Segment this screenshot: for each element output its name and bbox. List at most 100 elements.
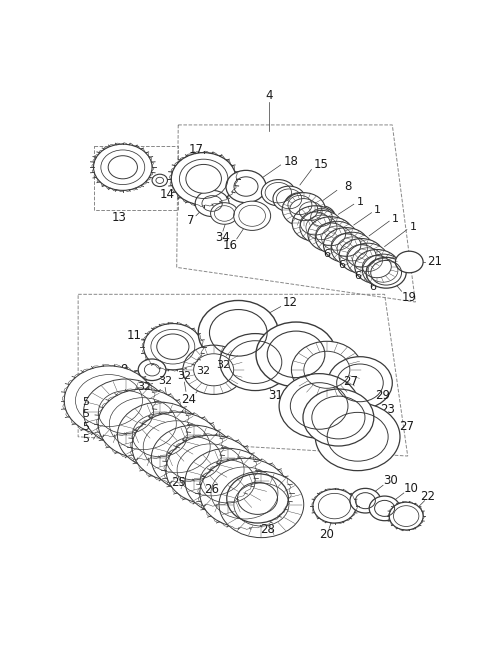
- Ellipse shape: [331, 232, 373, 266]
- Text: 1: 1: [374, 205, 381, 215]
- Text: 32: 32: [216, 360, 230, 370]
- Ellipse shape: [315, 221, 358, 255]
- Text: 10: 10: [403, 482, 418, 495]
- Text: 5: 5: [83, 422, 89, 432]
- Ellipse shape: [303, 389, 374, 446]
- Ellipse shape: [183, 345, 244, 394]
- Text: 21: 21: [427, 255, 442, 268]
- Ellipse shape: [157, 334, 189, 359]
- Text: 8: 8: [344, 180, 351, 193]
- Text: 4: 4: [265, 89, 273, 102]
- Ellipse shape: [324, 228, 369, 262]
- Text: 6: 6: [354, 271, 361, 281]
- Ellipse shape: [195, 190, 229, 216]
- Ellipse shape: [185, 448, 270, 514]
- Text: 25: 25: [171, 476, 186, 489]
- Ellipse shape: [273, 186, 305, 211]
- Text: 32: 32: [137, 382, 151, 392]
- Text: 23: 23: [380, 403, 395, 417]
- Text: 1: 1: [409, 222, 417, 232]
- Ellipse shape: [347, 243, 388, 276]
- Ellipse shape: [396, 251, 423, 273]
- Text: 2: 2: [308, 383, 315, 396]
- Text: 11: 11: [127, 329, 142, 342]
- Ellipse shape: [226, 171, 266, 203]
- Text: 12: 12: [283, 295, 298, 308]
- Ellipse shape: [328, 357, 392, 409]
- Ellipse shape: [366, 257, 406, 288]
- Text: 5: 5: [83, 434, 89, 444]
- Text: 29: 29: [375, 390, 391, 403]
- Text: 5: 5: [83, 397, 89, 407]
- Ellipse shape: [98, 389, 188, 459]
- Ellipse shape: [308, 206, 336, 229]
- Ellipse shape: [291, 341, 362, 398]
- Ellipse shape: [211, 203, 238, 224]
- Ellipse shape: [171, 153, 236, 205]
- Ellipse shape: [389, 502, 423, 530]
- Ellipse shape: [308, 216, 354, 252]
- Ellipse shape: [132, 412, 221, 482]
- Ellipse shape: [166, 435, 255, 504]
- Ellipse shape: [200, 459, 289, 527]
- Text: 24: 24: [181, 392, 196, 405]
- Ellipse shape: [152, 174, 168, 186]
- Text: 1: 1: [392, 214, 399, 224]
- Ellipse shape: [362, 254, 404, 287]
- Ellipse shape: [94, 144, 152, 190]
- Text: 9: 9: [120, 363, 128, 377]
- Ellipse shape: [219, 472, 304, 538]
- Ellipse shape: [292, 206, 338, 241]
- Ellipse shape: [300, 211, 343, 244]
- Text: 6: 6: [339, 260, 346, 270]
- Ellipse shape: [285, 193, 315, 217]
- Text: 6: 6: [370, 281, 376, 292]
- Text: 3: 3: [346, 396, 353, 409]
- Ellipse shape: [198, 300, 278, 365]
- Ellipse shape: [84, 379, 168, 445]
- Text: 31: 31: [268, 390, 283, 403]
- Ellipse shape: [282, 193, 325, 226]
- Text: 27: 27: [343, 375, 358, 388]
- Ellipse shape: [186, 165, 221, 194]
- Text: 18: 18: [283, 155, 298, 169]
- Ellipse shape: [138, 359, 166, 380]
- Text: 1: 1: [357, 197, 363, 207]
- Text: 13: 13: [111, 211, 126, 224]
- Ellipse shape: [350, 488, 381, 513]
- Ellipse shape: [144, 323, 202, 370]
- Text: 27: 27: [399, 420, 414, 433]
- Ellipse shape: [339, 239, 384, 273]
- Ellipse shape: [256, 322, 336, 387]
- Ellipse shape: [262, 180, 295, 206]
- Ellipse shape: [234, 201, 271, 230]
- Text: 19: 19: [402, 291, 417, 304]
- Ellipse shape: [151, 425, 236, 491]
- Text: 32: 32: [158, 377, 172, 386]
- Text: 34: 34: [216, 231, 230, 244]
- Text: 22: 22: [420, 489, 435, 502]
- Text: 16: 16: [223, 239, 238, 251]
- Ellipse shape: [118, 402, 202, 468]
- Ellipse shape: [279, 374, 359, 438]
- Ellipse shape: [220, 334, 291, 390]
- Ellipse shape: [369, 496, 400, 521]
- Text: 26: 26: [204, 483, 220, 497]
- Text: 6: 6: [324, 249, 330, 259]
- Text: 17: 17: [189, 143, 204, 156]
- Ellipse shape: [315, 403, 400, 470]
- Text: 5: 5: [83, 409, 89, 419]
- Ellipse shape: [227, 474, 288, 523]
- Ellipse shape: [296, 199, 325, 223]
- Text: 7: 7: [187, 214, 194, 227]
- Ellipse shape: [313, 489, 356, 523]
- Text: 28: 28: [260, 523, 275, 537]
- Text: 30: 30: [384, 474, 398, 487]
- Text: 32: 32: [177, 371, 192, 381]
- Text: 32: 32: [197, 365, 211, 375]
- Ellipse shape: [355, 249, 399, 283]
- Text: 15: 15: [314, 159, 329, 171]
- Text: 14: 14: [160, 188, 175, 201]
- Text: 20: 20: [319, 528, 334, 541]
- Ellipse shape: [64, 366, 154, 435]
